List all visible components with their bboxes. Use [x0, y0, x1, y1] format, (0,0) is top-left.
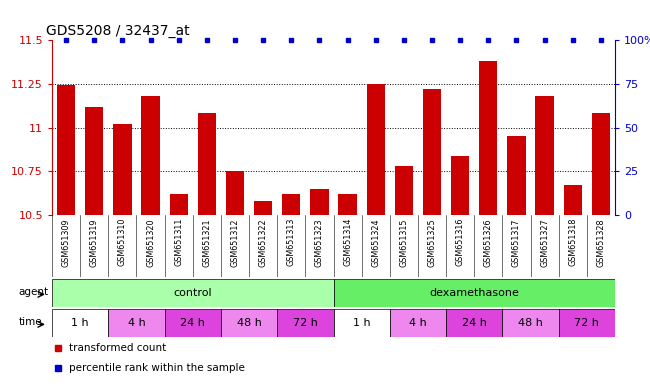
Text: 4 h: 4 h: [409, 318, 427, 328]
Bar: [451, 156, 469, 215]
Bar: [52, 279, 333, 307]
Text: 48 h: 48 h: [237, 318, 261, 328]
Bar: [333, 279, 615, 307]
Bar: [57, 86, 75, 215]
Bar: [113, 124, 131, 215]
Text: GSM651309: GSM651309: [62, 218, 71, 266]
Text: 1 h: 1 h: [353, 318, 370, 328]
Bar: [333, 309, 390, 337]
Text: agent: agent: [18, 286, 48, 296]
Text: GSM651325: GSM651325: [428, 218, 437, 267]
Bar: [221, 309, 277, 337]
Bar: [254, 201, 272, 215]
Bar: [446, 309, 502, 337]
Text: 72 h: 72 h: [575, 318, 599, 328]
Bar: [339, 194, 357, 215]
Text: GSM651328: GSM651328: [597, 218, 605, 266]
Text: GDS5208 / 32437_at: GDS5208 / 32437_at: [46, 23, 190, 38]
Text: GSM651317: GSM651317: [512, 218, 521, 266]
Text: 24 h: 24 h: [180, 318, 205, 328]
Text: GSM651326: GSM651326: [484, 218, 493, 266]
Text: 24 h: 24 h: [462, 318, 487, 328]
Bar: [479, 61, 497, 215]
Bar: [592, 114, 610, 215]
Bar: [282, 194, 300, 215]
Bar: [423, 89, 441, 215]
Text: GSM651320: GSM651320: [146, 218, 155, 266]
Bar: [85, 106, 103, 215]
Bar: [367, 84, 385, 215]
Bar: [164, 309, 221, 337]
Bar: [508, 136, 526, 215]
Text: transformed count: transformed count: [69, 343, 166, 353]
Bar: [395, 166, 413, 215]
Bar: [559, 309, 615, 337]
Text: GSM651319: GSM651319: [90, 218, 99, 266]
Bar: [502, 309, 559, 337]
Bar: [109, 309, 164, 337]
Text: GSM651316: GSM651316: [456, 218, 465, 266]
Text: 72 h: 72 h: [293, 318, 318, 328]
Bar: [564, 185, 582, 215]
Text: percentile rank within the sample: percentile rank within the sample: [69, 363, 245, 373]
Bar: [310, 189, 328, 215]
Text: GSM651310: GSM651310: [118, 218, 127, 266]
Bar: [170, 194, 188, 215]
Bar: [142, 96, 160, 215]
Text: time: time: [18, 316, 42, 327]
Text: GSM651324: GSM651324: [371, 218, 380, 266]
Text: GSM651318: GSM651318: [568, 218, 577, 266]
Bar: [52, 309, 109, 337]
Text: GSM651312: GSM651312: [231, 218, 239, 266]
Text: GSM651327: GSM651327: [540, 218, 549, 267]
Text: GSM651314: GSM651314: [343, 218, 352, 266]
Bar: [226, 171, 244, 215]
Text: GSM651315: GSM651315: [399, 218, 408, 266]
Bar: [277, 309, 333, 337]
Bar: [198, 114, 216, 215]
Bar: [390, 309, 446, 337]
Text: GSM651313: GSM651313: [287, 218, 296, 266]
Text: control: control: [174, 288, 212, 298]
Text: GSM651311: GSM651311: [174, 218, 183, 266]
Text: 4 h: 4 h: [127, 318, 146, 328]
Text: GSM651321: GSM651321: [202, 218, 211, 266]
Text: GSM651322: GSM651322: [259, 218, 268, 267]
Text: dexamethasone: dexamethasone: [429, 288, 519, 298]
Text: GSM651323: GSM651323: [315, 218, 324, 266]
Text: 48 h: 48 h: [518, 318, 543, 328]
Bar: [536, 96, 554, 215]
Text: 1 h: 1 h: [72, 318, 89, 328]
